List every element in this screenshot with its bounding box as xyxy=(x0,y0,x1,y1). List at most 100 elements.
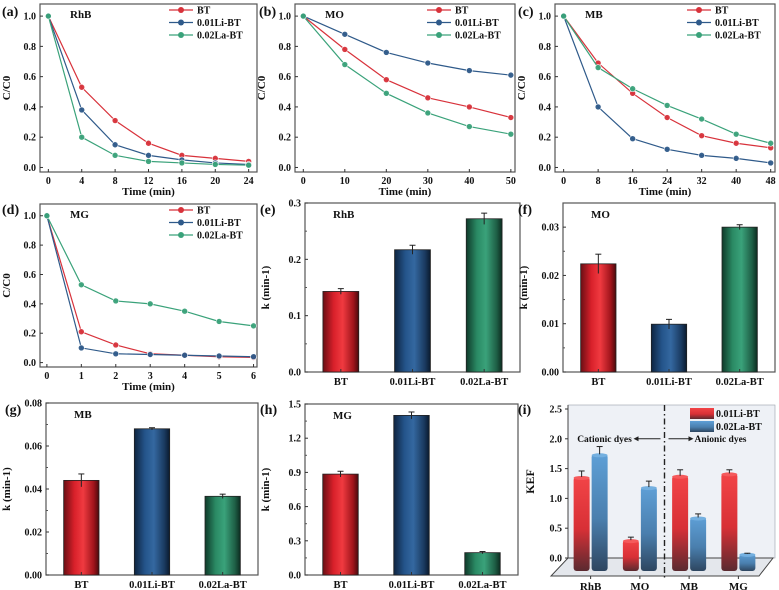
x-tick-label: 16 xyxy=(177,176,187,187)
y-axis-label: k (min-1) xyxy=(260,467,272,511)
bar xyxy=(690,517,707,571)
data-point xyxy=(594,103,602,111)
legend-marker xyxy=(696,32,702,38)
y-tick-label: 0.0 xyxy=(24,358,37,369)
y-tick-label: 0.6 xyxy=(24,72,37,83)
data-point xyxy=(112,341,120,349)
x-tick-label: 40 xyxy=(731,176,741,187)
x-tick-label: 32 xyxy=(697,176,707,187)
bar-top xyxy=(591,453,608,458)
data-point xyxy=(211,161,219,168)
y-tick-label: 0.4 xyxy=(24,102,37,113)
data-point xyxy=(560,12,567,20)
panel-e: (e) 0.0 0.1 0.2 0.3 k (min-1) RhB BT 0.01Li-BT 0.… xyxy=(260,199,521,388)
data-point xyxy=(181,351,188,359)
x-axis-label: Time (min) xyxy=(639,186,692,198)
bar xyxy=(464,552,501,576)
data-point xyxy=(663,114,671,121)
chart-title: MB xyxy=(74,409,92,421)
legend-marker xyxy=(696,19,702,26)
bar-top xyxy=(690,516,707,521)
x-tick-label: 0.02La-BT xyxy=(458,580,506,590)
y-tick-label: 0.5 xyxy=(550,524,563,535)
x-tick-label: 30 xyxy=(423,176,433,187)
data-point xyxy=(732,139,740,147)
x-tick-label: 4 xyxy=(79,176,84,187)
data-point xyxy=(215,352,223,360)
x-tick-label: 3 xyxy=(148,371,153,382)
y-tick-label: 0.0 xyxy=(279,163,292,174)
data-point xyxy=(145,139,152,147)
y-axis-label: k (min-1) xyxy=(518,265,530,309)
data-point xyxy=(629,85,636,93)
y-tick-label: 0.0 xyxy=(289,368,302,379)
data-point xyxy=(145,152,152,159)
data-point xyxy=(767,159,774,167)
y-tick-label: 0.0 xyxy=(550,554,563,565)
x-tick-label: 48 xyxy=(766,176,776,187)
legend-marker xyxy=(436,7,442,13)
bar xyxy=(721,473,738,571)
data-point xyxy=(424,94,432,102)
y-axis-label: k (min-1) xyxy=(1,467,13,511)
y-tick-label: 0.0 xyxy=(539,163,552,174)
data-point xyxy=(341,46,349,53)
data-point xyxy=(383,49,390,56)
panel-g: (g) 0.00 0.02 0.04 0.06 0.08 k (min-1) MB BT 0.01… xyxy=(1,399,259,590)
y-tick-label: 0.8 xyxy=(279,42,292,53)
bar-top xyxy=(672,474,689,479)
chart-title: RhB xyxy=(70,9,92,21)
x-tick-label: 16 xyxy=(628,176,638,187)
x-tick-label: 0.01Li-BT xyxy=(129,580,175,590)
bar xyxy=(465,218,503,373)
y-tick-label: 1.0 xyxy=(24,211,37,222)
y-tick-label: 0.8 xyxy=(24,42,37,53)
y-tick-label: 2.5 xyxy=(550,405,563,416)
legend-marker xyxy=(178,207,184,213)
legend-swatch xyxy=(690,408,714,419)
x-axis-label: Time (min) xyxy=(122,186,175,198)
panel-label: (i) xyxy=(518,403,532,418)
y-tick-label: 0.6 xyxy=(24,270,37,281)
data-point xyxy=(698,152,705,159)
x-tick-label: 1 xyxy=(79,371,84,382)
x-tick-label: 50 xyxy=(506,176,516,187)
legend-marker xyxy=(178,19,184,26)
x-tick-label: 24 xyxy=(662,176,672,187)
data-point xyxy=(663,102,671,109)
x-tick-label: 0.01Li-BT xyxy=(646,377,692,388)
legend-label: 0.01Li-BT xyxy=(197,218,241,229)
data-point xyxy=(507,71,515,79)
data-point xyxy=(145,158,152,165)
legend-marker xyxy=(178,219,184,226)
data-point xyxy=(112,350,120,358)
data-point xyxy=(698,132,705,139)
bar xyxy=(739,553,756,571)
bar xyxy=(393,414,430,576)
y-tick-label: 0.1 xyxy=(289,311,302,322)
y-tick-label: 0.8 xyxy=(24,241,37,252)
x-tick-label: 5 xyxy=(217,371,222,382)
y-tick-label: 0.3 xyxy=(289,536,302,547)
bar xyxy=(640,487,657,571)
legend-label: 0.02La-BT xyxy=(716,422,762,433)
panel-d: (d) 0.0 0.2 0.4 0.6 0.8 1.0 C/C0 0 1 2 3 4 5 6 Time (mi… xyxy=(1,203,258,393)
data-point xyxy=(466,103,473,111)
y-tick-label: 1.0 xyxy=(550,494,563,505)
panel-i: (i) 0.0 0.5 1.0 1.5 2.0 2.5 KEF RhB MO MB MG Cationi… xyxy=(518,403,776,590)
bar xyxy=(204,495,241,576)
data-point xyxy=(215,318,223,325)
bar xyxy=(721,226,758,373)
y-axis-label: k (min-1) xyxy=(260,265,272,309)
y-tick-label: 0.00 xyxy=(542,368,560,379)
data-point xyxy=(78,281,85,289)
y-tick-label: 1.0 xyxy=(279,12,292,23)
panel-label: (h) xyxy=(260,403,277,418)
x-tick-label: MG xyxy=(729,581,748,590)
y-tick-label: 0.00 xyxy=(25,571,43,582)
y-tick-label: 0.2 xyxy=(289,255,302,266)
y-tick-label: 1.5 xyxy=(550,464,563,475)
panel-label: (b) xyxy=(259,5,276,20)
y-tick-label: 0.03 xyxy=(542,223,560,234)
x-tick-label: 20 xyxy=(381,176,391,187)
